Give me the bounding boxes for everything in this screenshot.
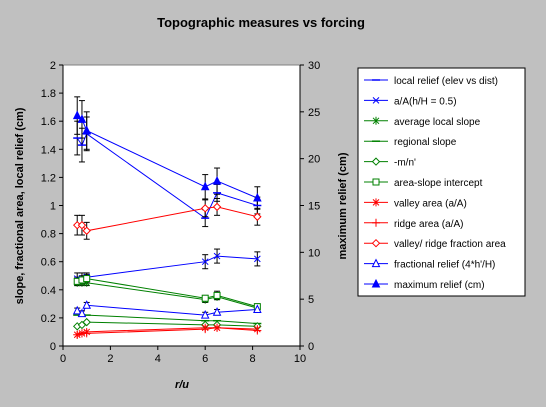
- y-tick-label-9: 1.8: [41, 88, 56, 100]
- point-10-5: [212, 307, 222, 316]
- x-axis-label: r/u: [175, 379, 189, 391]
- legend-entry-4: regional slope: [364, 137, 457, 148]
- y-tick-label-10: 2: [50, 60, 56, 72]
- legend-label-5: -m/n': [394, 158, 416, 169]
- point-10-2: [77, 308, 87, 318]
- legend-entry-10: fractional relief (4*h'/H): [364, 258, 495, 271]
- legend-entry-2: a/A(h/H = 0.5): [364, 96, 457, 107]
- y2-tick-label-6: 30: [308, 60, 320, 72]
- legend-marker-8: [372, 218, 380, 227]
- y-tick-label-6: 1.2: [41, 172, 56, 184]
- point-8-1: [73, 330, 82, 339]
- point-8-3: [82, 329, 91, 338]
- point-8-4: [201, 325, 210, 334]
- legend-label-11: maximum relief (cm): [394, 280, 485, 291]
- y2-tick-label-2: 10: [308, 247, 320, 259]
- legend-marker-5: [371, 157, 381, 166]
- point-11-2: [77, 114, 87, 123]
- axes: 00.20.40.60.811.21.41.61.820510152025300…: [41, 60, 321, 365]
- legend-marker-9: [371, 238, 381, 248]
- legend-label-4: regional slope: [394, 137, 457, 148]
- point-11-6: [253, 192, 262, 202]
- point-10-4: [200, 309, 210, 319]
- legend-label-7: valley area (a/A): [394, 198, 467, 209]
- y-tick-label-3: 0.6: [41, 257, 56, 269]
- legend-entry-8: ridge area (a/A): [364, 218, 463, 230]
- legend-entry-3: average local slope: [364, 116, 481, 128]
- y2-tick-label-0: 0: [308, 341, 314, 353]
- x-tick-label-2: 4: [155, 353, 161, 365]
- series-line-1: [76, 133, 258, 219]
- point-10-6: [253, 304, 262, 313]
- point-9-4: [200, 204, 210, 213]
- y2-tick-label-1: 5: [308, 294, 314, 306]
- legend-label-6: area-slope intercept: [394, 178, 483, 189]
- legend-marker-6: [372, 178, 380, 186]
- point-9-5: [212, 202, 222, 212]
- y-tick-label-8: 1.6: [41, 116, 56, 128]
- point-9-6: [253, 212, 262, 221]
- point-6-4: [201, 294, 209, 302]
- legend-label-2: a/A(h/H = 0.5): [394, 96, 457, 107]
- legend-marker-10: [371, 258, 381, 268]
- y-axis-label: slope, fractional area, local relief (cm…: [14, 107, 26, 304]
- legend-label-8: ridge area (a/A): [394, 219, 463, 230]
- legend-label-3: average local slope: [394, 117, 481, 128]
- legend-label-10: fractional relief (4*h'/H): [394, 260, 495, 271]
- legend-marker-7: [372, 198, 380, 207]
- point-6-3: [83, 275, 91, 283]
- point-11-5: [212, 176, 222, 185]
- legend-entry-7: valley area (a/A): [364, 198, 467, 209]
- point-11-1: [72, 110, 82, 120]
- y-tick-label-5: 1: [50, 201, 56, 213]
- point-10-1: [72, 305, 82, 315]
- point-8-5: [213, 323, 222, 332]
- y2-axis-label: maximum relief (cm): [337, 152, 349, 259]
- point-2-6: [253, 255, 261, 263]
- legend-marker-3: [372, 116, 380, 125]
- point-5-3: [82, 317, 91, 327]
- y-tick-label-7: 1.4: [41, 144, 56, 156]
- y-tick-label-1: 0.2: [41, 313, 56, 325]
- point-11-4: [200, 181, 210, 191]
- y2-tick-label-3: 15: [308, 201, 320, 213]
- plot-area: [62, 64, 301, 347]
- x-tick-label-1: 2: [107, 353, 113, 365]
- point-2-5: [213, 252, 221, 260]
- legend-marker-2: [372, 97, 380, 104]
- legend-entry-9: valley/ ridge fraction area: [364, 238, 506, 250]
- point-6-5: [213, 291, 221, 299]
- x-tick-label-4: 8: [250, 353, 256, 365]
- point-10-3: [82, 300, 92, 309]
- point-8-6: [253, 326, 262, 335]
- x-tick-label-3: 6: [202, 353, 208, 365]
- chart-title: Topographic measures vs forcing: [157, 15, 365, 30]
- point-9-2: [77, 220, 87, 230]
- x-tick-label-0: 0: [60, 353, 66, 365]
- legend-entry-6: area-slope intercept: [364, 178, 483, 189]
- x-tick-label-5: 10: [294, 353, 306, 365]
- point-2-4: [201, 258, 209, 266]
- legend-label-9: valley/ ridge fraction area: [394, 239, 506, 250]
- legend-label-1: local relief (elev vs dist): [394, 76, 498, 87]
- y-tick-label-2: 0.4: [41, 285, 56, 297]
- y2-tick-label-4: 20: [308, 154, 320, 166]
- legend-marker-11: [371, 278, 381, 288]
- legend-entry-11: maximum relief (cm): [364, 278, 485, 291]
- legend: local relief (elev vs dist) a/A(h/H = 0.5…: [364, 76, 506, 291]
- point-11-3: [82, 125, 92, 135]
- y-tick-label-0: 0: [50, 341, 56, 353]
- legend-entry-1: local relief (elev vs dist): [364, 76, 498, 87]
- legend-entry-5: -m/n': [364, 157, 416, 169]
- y-tick-label-4: 0.8: [41, 229, 56, 241]
- y2-tick-label-5: 25: [308, 107, 320, 119]
- series-markers: [72, 110, 262, 339]
- point-9-3: [82, 226, 91, 235]
